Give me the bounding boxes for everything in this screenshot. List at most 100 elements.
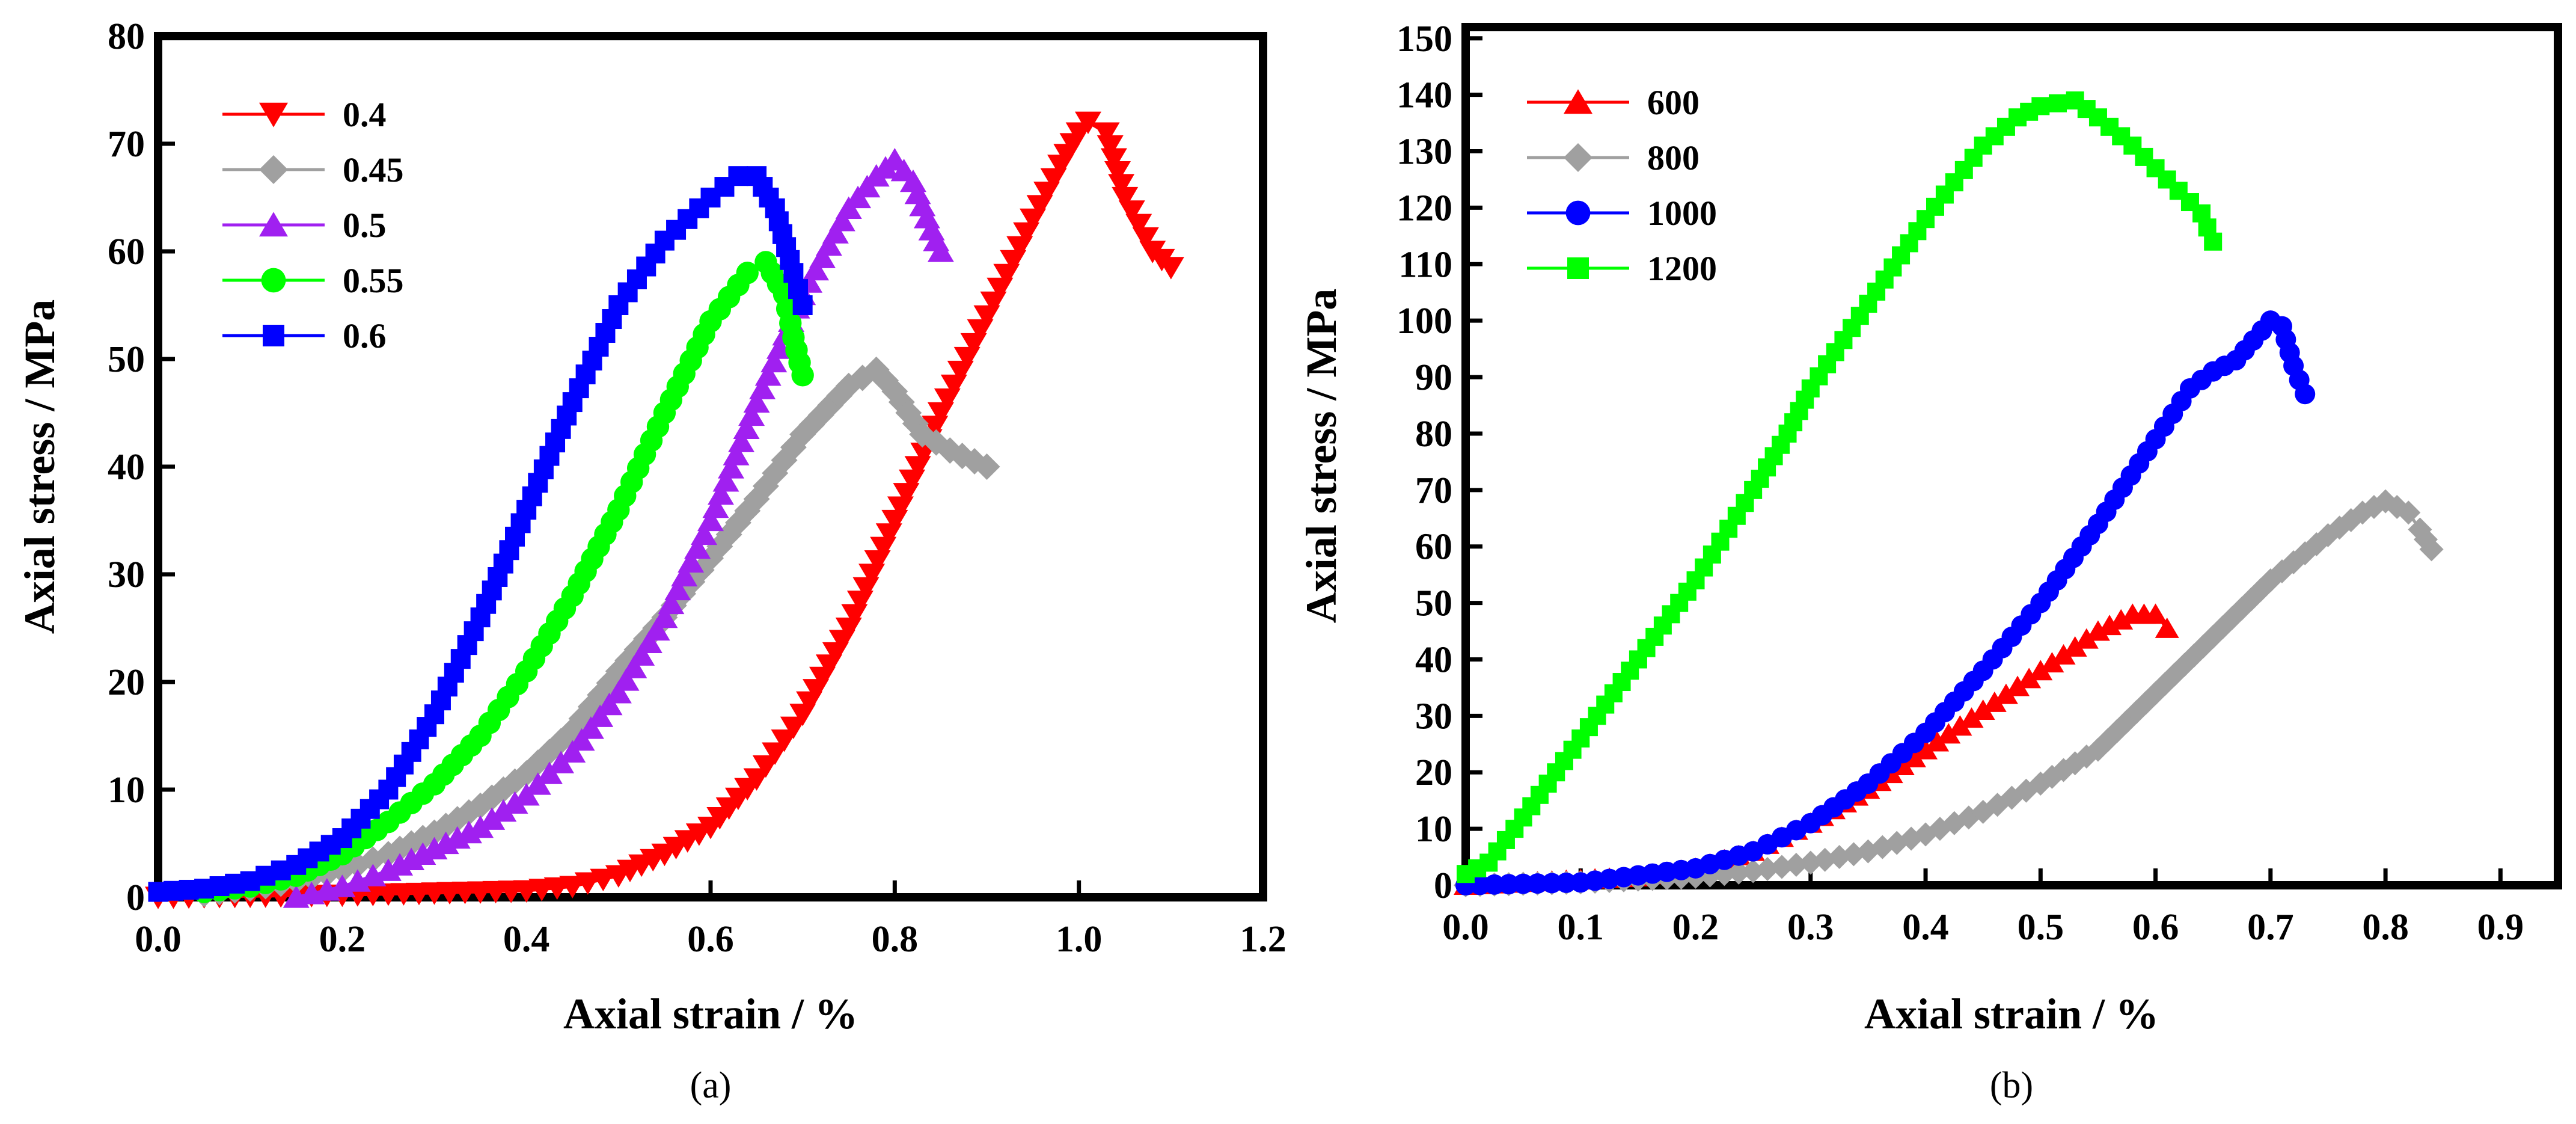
chart-b-y-tick-label: 140 xyxy=(1397,75,1452,116)
chart-b-series-600-point xyxy=(2017,668,2042,689)
chart-a: 0.0 0.2 0.4 0.6 0.8 1.0 1.2 01020304050607080 … xyxy=(16,16,1286,1106)
chart-b-x-tick-label: 0.9 xyxy=(2477,907,2524,948)
chart-a-series-0.4-point xyxy=(1104,161,1131,184)
chart-b-series-600-point xyxy=(2097,615,2122,636)
chart-b-legend-label: 800 xyxy=(1647,138,1699,177)
chart-a-legend-item-0.5: 0.5 xyxy=(222,206,387,245)
chart-b-x-axis-title: Axial strain / % xyxy=(1864,990,2159,1038)
chart-a-y-tick-label: 60 xyxy=(108,232,145,272)
chart-a-series-0.5-point xyxy=(708,482,735,505)
chart-a-series-0.5-point xyxy=(658,591,685,615)
chart-b-legend-marker xyxy=(1564,143,1592,172)
chart-b-legend-marker xyxy=(1567,257,1589,279)
chart-a-y-tick-label: 10 xyxy=(108,770,145,811)
chart-b-x-tick-label: 0.2 xyxy=(1672,907,1719,948)
chart-a-series-0.5-point xyxy=(712,469,739,492)
chart-b-panel-label: (b) xyxy=(1990,1065,2033,1106)
chart-a-series-0.4-point xyxy=(590,868,617,891)
chart-a-series-0.5-point xyxy=(628,643,655,666)
chart-a-series-0.4-point xyxy=(1157,257,1184,280)
chart-a-legend-marker xyxy=(259,155,288,184)
chart-a-series-0.5-point xyxy=(702,495,729,518)
chart-a-x-tick-label: 1.2 xyxy=(1240,919,1286,960)
chart-b-legend-label: 1000 xyxy=(1647,194,1717,233)
chart-a-series-0.5-point xyxy=(718,456,745,479)
chart-a-series-0.4-point xyxy=(574,872,601,895)
chart-b-legend-marker xyxy=(1565,200,1591,226)
chart-a-series-0.5-point xyxy=(559,740,586,763)
chart-a-series-0.4-point xyxy=(780,716,807,739)
chart-a-x-tick-label: 0.2 xyxy=(319,919,366,960)
chart-b-series-800-point xyxy=(1741,859,1766,883)
chart-a-series-0.5-point xyxy=(697,508,724,532)
chart-b-x-tick-labels: 0.0 0.1 0.2 0.3 0.4 0.5 0.6 0.7 0.8 0.9 xyxy=(1442,907,2524,948)
chart-a-series-0.4-point xyxy=(1093,122,1120,145)
chart-b-series-600-point xyxy=(2063,636,2087,657)
chart-a-legend-item-0.6: 0.6 xyxy=(222,316,387,355)
chart-a-series-0.5-point xyxy=(678,550,705,573)
chart-b-x-tick-label: 0.4 xyxy=(1902,907,1949,948)
chart-b-series-1200-point xyxy=(2049,94,2067,112)
chart-a-legend-label: 0.4 xyxy=(343,95,387,134)
chart-a-legend-label: 0.6 xyxy=(343,316,387,355)
chart-b-series-1000-point xyxy=(1556,872,1577,893)
chart-a-ticks xyxy=(156,34,1265,900)
chart-a-legend-item-0.45: 0.45 xyxy=(222,150,404,189)
chart-a-legend-item-0.55: 0.55 xyxy=(222,261,404,300)
chart-a-series-0.5-point xyxy=(733,416,760,439)
chart-b-legend-label: 600 xyxy=(1647,83,1699,122)
chart-a-x-tick-label: 0.8 xyxy=(872,919,919,960)
chart-a-series-0.4-point xyxy=(1074,111,1101,134)
chart-b-x-tick-label: 0.1 xyxy=(1558,907,1605,948)
chart-a-y-tick-label: 0 xyxy=(126,877,145,918)
chart-b-y-tick-label: 0 xyxy=(1434,865,1452,906)
chart-b-x-tick-label: 0.3 xyxy=(1787,907,1834,948)
chart-b-x-tick-label: 0.8 xyxy=(2362,907,2409,948)
chart-b-x-tick-label: 0.7 xyxy=(2247,907,2294,948)
chart-b-series-600-point xyxy=(2028,660,2053,681)
chart-a-series-0.5-point xyxy=(490,799,517,822)
chart-b-series-1200 xyxy=(1457,91,2223,883)
chart-a-series-0.55-point xyxy=(791,364,814,387)
chart-a-series-0.5 xyxy=(283,148,954,908)
chart-a-series-0.5-point xyxy=(501,791,528,814)
chart-b-y-tick-label: 120 xyxy=(1397,188,1452,229)
chart-b-legend: 600 800 1000 1200 xyxy=(1527,83,1717,288)
chart-b-series-600-point xyxy=(1982,691,2007,712)
chart-b-series-600-point xyxy=(2040,652,2064,673)
chart-a-x-axis-title: Axial strain / % xyxy=(563,990,858,1038)
chart-b-y-tick-label: 20 xyxy=(1415,752,1452,793)
chart-a-series-0.45-point xyxy=(596,669,623,696)
chart-b-series-600-point xyxy=(2155,617,2179,638)
chart-b-y-tick-label: 110 xyxy=(1398,244,1452,285)
chart-b-series-800-point xyxy=(1727,860,1751,885)
chart-a-x-tick-label: 0.6 xyxy=(687,919,734,960)
chart-b-y-tick-label: 90 xyxy=(1415,357,1452,398)
chart-b-y-tick-label: 40 xyxy=(1415,639,1452,680)
chart-b-series-1000-point xyxy=(1469,874,1490,895)
chart-b-series-600-point xyxy=(2074,628,2099,649)
chart-a-series-0.5-point xyxy=(643,618,670,641)
chart-b-plot-frame xyxy=(1461,23,2562,889)
chart-a-series-0.5-point xyxy=(596,692,623,716)
chart-a-series-0.4-point xyxy=(1118,200,1145,223)
chart-a-series xyxy=(145,111,1184,909)
chart-a-legend-marker xyxy=(263,325,284,346)
chart-a-series-0.5-point xyxy=(738,403,765,426)
chart-b-series-600-point xyxy=(1971,699,1995,720)
chart-a-series-0.5-point xyxy=(749,376,776,399)
chart-a-legend-item-0.4: 0.4 xyxy=(222,95,387,134)
chart-b-legend-label: 1200 xyxy=(1647,249,1717,288)
chart-b-series-600-point xyxy=(1959,707,1984,728)
chart-a-series-0.5-point xyxy=(577,716,604,739)
chart-b-y-tick-label: 30 xyxy=(1415,696,1452,737)
chart-a-series-0.6 xyxy=(148,166,813,902)
chart-a-series-0.5-point xyxy=(809,245,836,268)
chart-a-series-0.5-point xyxy=(743,390,770,413)
chart-a-y-axis-title: Axial stress / MPa xyxy=(16,299,64,634)
chart-a-series-0.5-point xyxy=(828,209,855,232)
chart-b-legend-marker xyxy=(1564,89,1592,114)
chart-b-y-tick-labels: 0 10 20 30 40 50 60 70 80 90 100 110 120 130 140 150 xyxy=(1397,19,1452,906)
chart-a-y-tick-label: 80 xyxy=(108,16,145,57)
